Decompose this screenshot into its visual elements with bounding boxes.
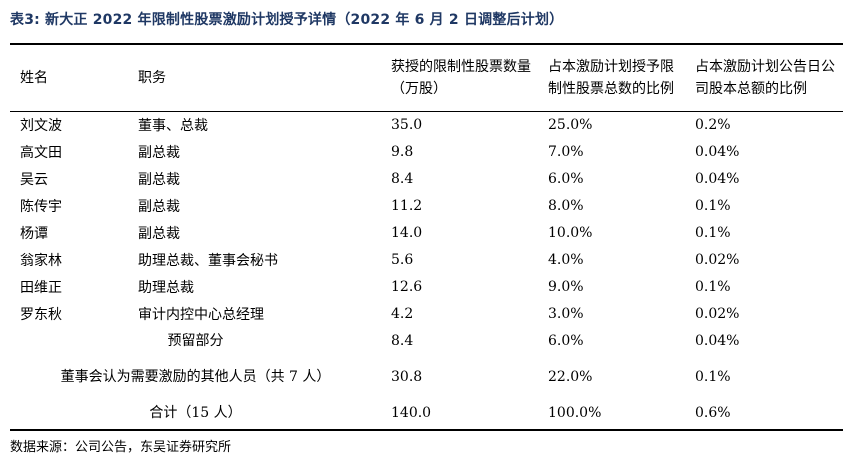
cell-shares: 14.0 (391, 224, 423, 241)
cell-role: 副总裁 (138, 171, 180, 188)
cell-name: 田维正 (20, 279, 62, 296)
table-row: 刘文波 董事、总裁 35.0 25.0% 0.2% (10, 111, 843, 138)
table-row: 杨谭 副总裁 14.0 10.0% 0.1% (10, 219, 843, 246)
cell-pct-capital: 0.2% (695, 116, 731, 133)
table-row: 高文田 副总裁 9.8 7.0% 0.04% (10, 138, 843, 165)
header-rule (10, 111, 843, 112)
bottom-rule (10, 429, 843, 431)
cell-shares: 140.0 (391, 404, 432, 421)
others-label: 董事会认为需要激励的其他人员（共 7 人） (60, 368, 331, 385)
cell-pct-grant: 7.0% (548, 143, 584, 160)
cell-shares: 8.4 (391, 170, 414, 187)
table-row: 翁家林 助理总裁、董事会秘书 5.6 4.0% 0.02% (10, 246, 843, 273)
cell-pct-grant: 10.0% (548, 224, 593, 241)
cell-name: 高文田 (20, 144, 62, 161)
header-pct-capital: 占本激励计划公告日公司股本总额的比例 (695, 59, 835, 97)
cell-pct-grant: 4.0% (548, 251, 584, 268)
header-shares: 获授的限制性股票数量（万股） (391, 59, 531, 97)
cell-role: 副总裁 (138, 144, 180, 161)
cell-pct-capital: 0.04% (695, 170, 740, 187)
cell-shares: 11.2 (391, 197, 423, 214)
cell-name: 罗东秋 (20, 306, 62, 323)
cell-pct-capital: 0.6% (695, 404, 731, 421)
cell-shares: 30.8 (391, 368, 423, 385)
cell-pct-grant: 3.0% (548, 305, 584, 322)
table-row: 陈传宇 副总裁 11.2 8.0% 0.1% (10, 192, 843, 219)
cell-pct-grant: 9.0% (548, 278, 584, 295)
cell-role: 副总裁 (138, 225, 180, 242)
cell-pct-capital: 0.1% (695, 224, 731, 241)
cell-shares: 8.4 (391, 332, 414, 349)
cell-role: 董事、总裁 (138, 117, 208, 134)
cell-name: 陈传宇 (20, 198, 62, 215)
cell-shares: 4.2 (391, 305, 414, 322)
cell-pct-capital: 0.04% (695, 332, 740, 349)
header-pct-grant: 占本激励计划授予限制性股票总数的比例 (548, 59, 674, 97)
cell-pct-grant: 100.0% (548, 404, 602, 421)
grant-table: 姓名 职务 获授的限制性股票数量（万股） 占本激励计划授予限制性股票总数的比例 … (10, 45, 843, 426)
reserved-row: 预留部分 8.4 6.0% 0.04% (10, 327, 843, 354)
cell-pct-grant: 25.0% (548, 116, 593, 133)
total-label: 合计（15 人） (149, 404, 242, 421)
cell-role: 助理总裁 (138, 279, 194, 296)
cell-role: 助理总裁、董事会秘书 (138, 252, 278, 269)
table-title: 表3: 新大正 2022 年限制性股票激励计划授予详情（2022 年 6 月 2… (10, 12, 564, 28)
top-rule (10, 43, 843, 45)
cell-pct-capital: 0.1% (695, 197, 731, 214)
cell-name: 吴云 (20, 171, 48, 188)
reserved-label: 预留部分 (167, 332, 224, 349)
table-row: 罗东秋 审计内控中心总经理 4.2 3.0% 0.02% (10, 300, 843, 327)
table-row: 吴云 副总裁 8.4 6.0% 0.04% (10, 165, 843, 192)
cell-pct-grant: 6.0% (548, 170, 584, 187)
cell-pct-capital: 0.1% (695, 368, 731, 385)
cell-pct-capital: 0.1% (695, 278, 731, 295)
cell-pct-capital: 0.02% (695, 251, 740, 268)
cell-pct-grant: 22.0% (548, 368, 593, 385)
cell-pct-grant: 8.0% (548, 197, 584, 214)
cell-pct-capital: 0.02% (695, 305, 740, 322)
total-row: 合计（15 人） 140.0 100.0% 0.6% (10, 399, 843, 426)
source-note: 数据来源：公司公告，东吴证券研究所 (10, 440, 232, 455)
cell-role: 审计内控中心总经理 (138, 306, 264, 323)
cell-shares: 5.6 (391, 251, 414, 268)
header-row: 姓名 职务 获授的限制性股票数量（万股） 占本激励计划授予限制性股票总数的比例 … (10, 45, 843, 111)
cell-shares: 12.6 (391, 278, 423, 295)
cell-role: 副总裁 (138, 198, 180, 215)
cell-name: 翁家林 (20, 252, 62, 269)
cell-pct-capital: 0.04% (695, 143, 740, 160)
cell-pct-grant: 6.0% (548, 332, 584, 349)
cell-shares: 35.0 (391, 116, 423, 133)
cell-name: 杨谭 (20, 225, 48, 242)
table-row: 田维正 助理总裁 12.6 9.0% 0.1% (10, 273, 843, 300)
header-name: 姓名 (20, 70, 48, 86)
header-role: 职务 (138, 70, 166, 86)
cell-name: 刘文波 (20, 117, 62, 134)
cell-shares: 9.8 (391, 143, 414, 160)
others-row: 董事会认为需要激励的其他人员（共 7 人） 30.8 22.0% 0.1% (10, 354, 843, 399)
